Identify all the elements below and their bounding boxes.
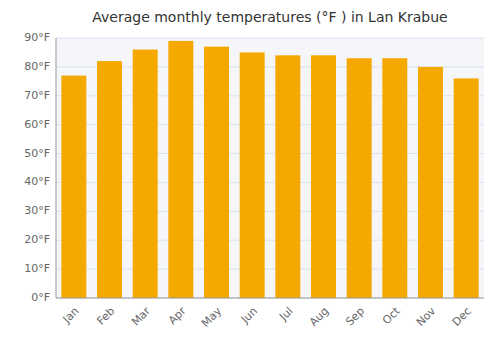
x-tick-label: Aug bbox=[307, 305, 331, 329]
y-ticks: 0°F 10°F 20°F 30°F 40°F 50°F 60°F 70°F 80°F 90°F bbox=[24, 31, 50, 304]
bar bbox=[275, 55, 300, 298]
plot-background bbox=[56, 38, 484, 298]
x-tick-label: May bbox=[199, 304, 225, 330]
chart-svg: 0°F 10°F 20°F 30°F 40°F 50°F 60°F 70°F 80°F 90°F J… bbox=[0, 0, 500, 350]
bar bbox=[133, 50, 158, 298]
y-tick-label: 90°F bbox=[24, 31, 50, 44]
x-tick-label: Mar bbox=[129, 304, 153, 328]
x-tick-label: Jun bbox=[238, 305, 260, 327]
x-tick-label: Feb bbox=[94, 305, 117, 328]
x-tick-label: Apr bbox=[166, 304, 189, 327]
bar bbox=[240, 52, 265, 298]
chart-title: Average monthly temperatures (°F ) in La… bbox=[92, 9, 447, 25]
chart-container: 0°F 10°F 20°F 30°F 40°F 50°F 60°F 70°F 80°F 90°F J… bbox=[0, 0, 500, 350]
y-tick-label: 0°F bbox=[31, 291, 50, 304]
y-tick-label: 60°F bbox=[24, 118, 50, 131]
bar bbox=[168, 41, 193, 298]
y-tick-label: 70°F bbox=[24, 89, 50, 102]
bar bbox=[382, 58, 407, 298]
grid bbox=[56, 38, 484, 298]
bar bbox=[204, 47, 229, 298]
y-axis-line bbox=[56, 38, 57, 298]
bar bbox=[61, 76, 86, 298]
grid-line bbox=[56, 38, 484, 39]
x-tick-label: Jan bbox=[60, 305, 82, 327]
bar bbox=[454, 78, 479, 298]
bar bbox=[97, 61, 122, 298]
bar bbox=[347, 58, 372, 298]
bar bbox=[311, 55, 336, 298]
y-tick-label: 50°F bbox=[24, 147, 50, 160]
y-tick-label: 40°F bbox=[24, 175, 50, 188]
bar bbox=[418, 67, 443, 298]
y-tick-label: 30°F bbox=[24, 204, 50, 217]
grid-line bbox=[56, 298, 484, 299]
bars bbox=[61, 41, 478, 298]
y-tick-label: 20°F bbox=[24, 233, 50, 246]
x-tick-label: Sep bbox=[343, 305, 367, 329]
x-tick-label: Jul bbox=[276, 305, 295, 324]
x-ticks: Jan Feb Mar Apr May Jun Jul Aug Sep Oct Nov Dec bbox=[60, 304, 474, 330]
x-axis-line bbox=[56, 298, 484, 299]
x-tick-label: Dec bbox=[450, 305, 474, 329]
y-tick-label: 10°F bbox=[24, 262, 50, 275]
x-tick-label: Oct bbox=[380, 304, 403, 327]
y-tick-label: 80°F bbox=[24, 60, 50, 73]
x-tick-label: Nov bbox=[414, 304, 439, 329]
